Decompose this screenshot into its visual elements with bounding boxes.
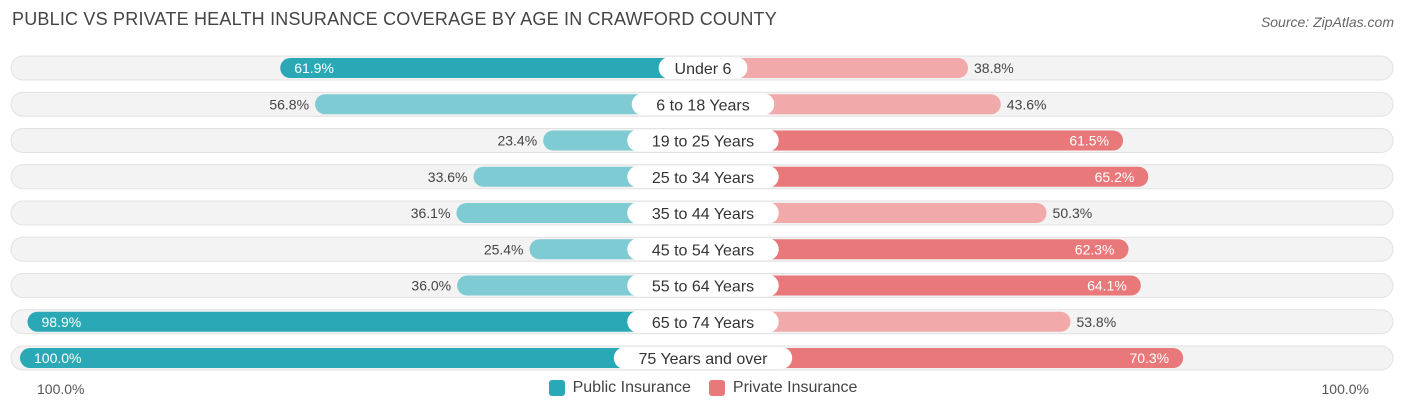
legend-item-private[interactable]: Private Insurance	[708, 379, 858, 397]
private-bar[interactable]	[703, 130, 1124, 151]
source-label: Source: ZipAtlas.com	[1260, 14, 1394, 30]
legend-swatch-public	[548, 380, 565, 396]
public-bar[interactable]	[20, 348, 703, 368]
public-value-label: 56.8%	[269, 96, 309, 112]
public-value-label: 61.9%	[294, 60, 334, 76]
private-value-label: 50.3%	[1053, 205, 1093, 221]
public-bar[interactable]	[27, 311, 703, 332]
category-pill	[613, 347, 793, 369]
private-bar[interactable]	[703, 94, 1001, 115]
public-value-label: 33.6%	[428, 169, 468, 185]
private-value-label: 61.5%	[1069, 133, 1109, 149]
private-bar[interactable]	[703, 348, 1184, 368]
category-pill	[627, 165, 779, 188]
public-value-label: 25.4%	[484, 241, 524, 257]
chart-plot: 61.9% 38.8% Under 6 56.8% 43.6% 6 to 18 Years…	[10, 55, 1394, 371]
axis-left-label: 100.0%	[37, 381, 85, 397]
private-bar[interactable]	[703, 58, 969, 78]
legend-label-private: Private Insurance	[732, 379, 858, 396]
private-bar[interactable]	[703, 275, 1141, 296]
chart-title: PUBLIC VS PRIVATE HEALTH INSURANCE COVER…	[12, 9, 777, 29]
private-value-label: 64.1%	[1087, 278, 1127, 294]
public-value-label: 98.9%	[42, 314, 82, 330]
category-pill	[627, 238, 779, 261]
public-bar[interactable]	[315, 94, 703, 115]
private-value-label: 38.8%	[974, 60, 1014, 76]
private-value-label: 43.6%	[1007, 96, 1047, 112]
public-value-label: 23.4%	[497, 133, 537, 149]
category-label: 45 to 54 Years	[652, 242, 754, 259]
category-label: 19 to 25 Years	[652, 134, 754, 151]
public-bar[interactable]	[280, 58, 703, 78]
category-label: Under 6	[675, 61, 732, 78]
public-value-label: 36.1%	[411, 205, 451, 221]
category-pill	[627, 274, 779, 297]
private-bar[interactable]	[703, 203, 1047, 223]
public-value-label: 36.0%	[411, 278, 451, 294]
legend: Public Insurance Private Insurance	[0, 379, 1406, 397]
category-pill	[658, 57, 748, 79]
private-value-label: 62.3%	[1075, 241, 1115, 257]
legend-label-public: Public Insurance	[572, 379, 691, 396]
private-bar[interactable]	[703, 239, 1129, 260]
private-value-label: 53.8%	[1076, 314, 1116, 330]
legend-swatch-private	[708, 380, 725, 396]
category-pill	[631, 93, 775, 116]
legend-item-public[interactable]: Public Insurance	[548, 379, 691, 397]
category-label: 55 to 64 Years	[652, 279, 754, 296]
private-bar[interactable]	[703, 166, 1149, 187]
category-label: 6 to 18 Years	[656, 97, 749, 114]
axis-right-label: 100.0%	[1321, 381, 1369, 397]
public-value-label: 100.0%	[34, 350, 81, 366]
category-label: 65 to 74 Years	[652, 315, 754, 332]
private-value-label: 70.3%	[1129, 350, 1169, 366]
private-value-label: 65.2%	[1095, 169, 1135, 185]
category-label: 75 Years and over	[639, 351, 769, 368]
category-label: 35 to 44 Years	[652, 206, 754, 223]
category-pill	[627, 202, 779, 224]
category-label: 25 to 34 Years	[652, 170, 754, 187]
private-bar[interactable]	[703, 311, 1071, 332]
category-pill	[627, 310, 779, 333]
category-pill	[627, 129, 779, 152]
